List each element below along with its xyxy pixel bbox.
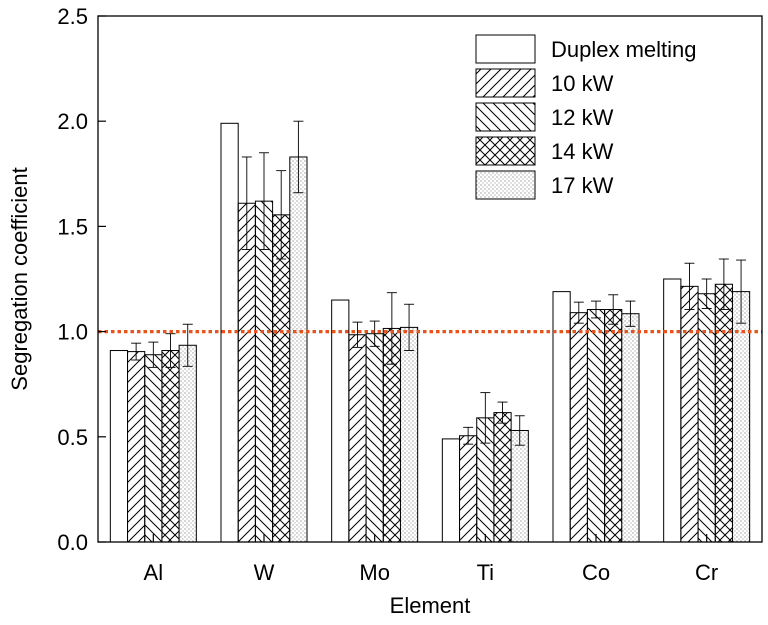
error-bar-w-4 [276,170,287,260]
bar-al-5 [178,344,197,543]
legend-label: Duplex melting [551,37,697,62]
legend-swatch [475,102,536,132]
bar-co-1 [552,291,571,543]
error-bar-ti-4 [497,401,508,424]
bar-al-4 [161,350,180,543]
bar-cr-5 [731,291,751,543]
error-bar-ti-3 [480,392,491,444]
plot-frame [97,15,763,543]
axis-layer: 0.0 0.5 1.0 1.5 2.0 2.5 Al W Mo Ti Co Cr [57,4,718,585]
legend-item-2: 10 kW [475,68,614,98]
legend-swatch [475,34,536,64]
bar-ti-2 [459,435,478,543]
bar-cr-1 [663,278,682,543]
bar-cr-2 [680,285,699,543]
y-tick-label: 1.0 [57,320,88,345]
bar-ti-1 [441,438,461,543]
x-tick-label: Cr [695,560,718,585]
y-tick-label: 2.0 [57,109,88,134]
bar-co-4 [604,309,623,543]
error-bar-ti-2 [463,426,474,445]
legend-item-3: 12 kW [475,102,614,132]
x-tick-label: Ti [477,560,495,585]
error-bar-mo-4 [386,292,397,365]
bar-ti-5 [510,429,529,543]
y-axis-title: Segregation coefficient [7,167,32,390]
bar-w-3 [254,200,274,543]
y-tick-label: 0.0 [57,530,88,555]
error-bar-co-3 [591,300,601,319]
legend-item-4: 14 kW [475,136,614,166]
error-bar-mo-5 [404,303,415,351]
x-tick-label: Al [144,560,164,585]
error-bar-mo-3 [369,320,380,347]
bar-mo-2 [348,334,367,543]
bar-al-1 [109,350,129,543]
error-bar-cr-3 [701,278,712,309]
bar-ti-4 [493,412,512,543]
legend-label: 17 kW [551,173,614,198]
error-bar-w-3 [259,152,269,250]
legend-swatch [475,68,536,98]
bar-w-5 [289,156,308,543]
bar-w-4 [272,214,291,543]
legend-item-5: 17 kW [475,170,614,200]
y-tick-label: 0.5 [57,425,88,450]
error-bars-layer [131,120,747,446]
bar-al-3 [144,354,163,543]
bar-w-2 [237,202,256,543]
error-bar-w-2 [241,156,252,250]
error-bar-al-3 [148,341,159,368]
legend-label: 12 kW [551,105,614,130]
legend-label: 10 kW [551,71,614,96]
bar-co-3 [586,309,606,543]
bar-cr-4 [714,283,733,543]
legend: Duplex melting 10 kW 12 kW 14 kW 17 kW [475,34,697,200]
error-bar-al-4 [165,333,176,368]
bar-mo-5 [399,326,419,543]
error-bar-ti-5 [514,415,525,446]
error-bar-cr-5 [736,259,747,324]
x-axis-title: Element [390,593,471,618]
error-bar-al-2 [131,342,142,361]
legend-label: 14 kW [551,139,614,164]
y-tick-label: 1.5 [57,214,88,239]
error-bar-w-5 [293,120,304,194]
error-bar-cr-2 [684,262,695,310]
x-tick-label: Co [582,560,610,585]
error-bar-al-5 [182,323,193,367]
error-bar-co-4 [608,294,619,325]
error-bar-cr-4 [718,258,729,310]
bar-cr-3 [697,293,716,543]
legend-swatch [475,136,536,166]
bar-al-2 [127,351,146,543]
legend-swatch [475,170,536,200]
bar-mo-3 [365,333,384,543]
error-bar-co-5 [625,300,636,327]
y-tick-label: 2.5 [57,4,88,29]
x-tick-label: W [254,560,275,585]
bar-mo-1 [331,299,350,543]
error-bar-mo-2 [352,321,363,348]
x-tick-label: Mo [359,560,390,585]
error-bar-co-2 [573,301,584,324]
bar-co-2 [569,312,588,543]
bar-co-5 [621,313,640,543]
bars-layer [109,122,751,543]
legend-item-1: Duplex melting [475,34,697,64]
